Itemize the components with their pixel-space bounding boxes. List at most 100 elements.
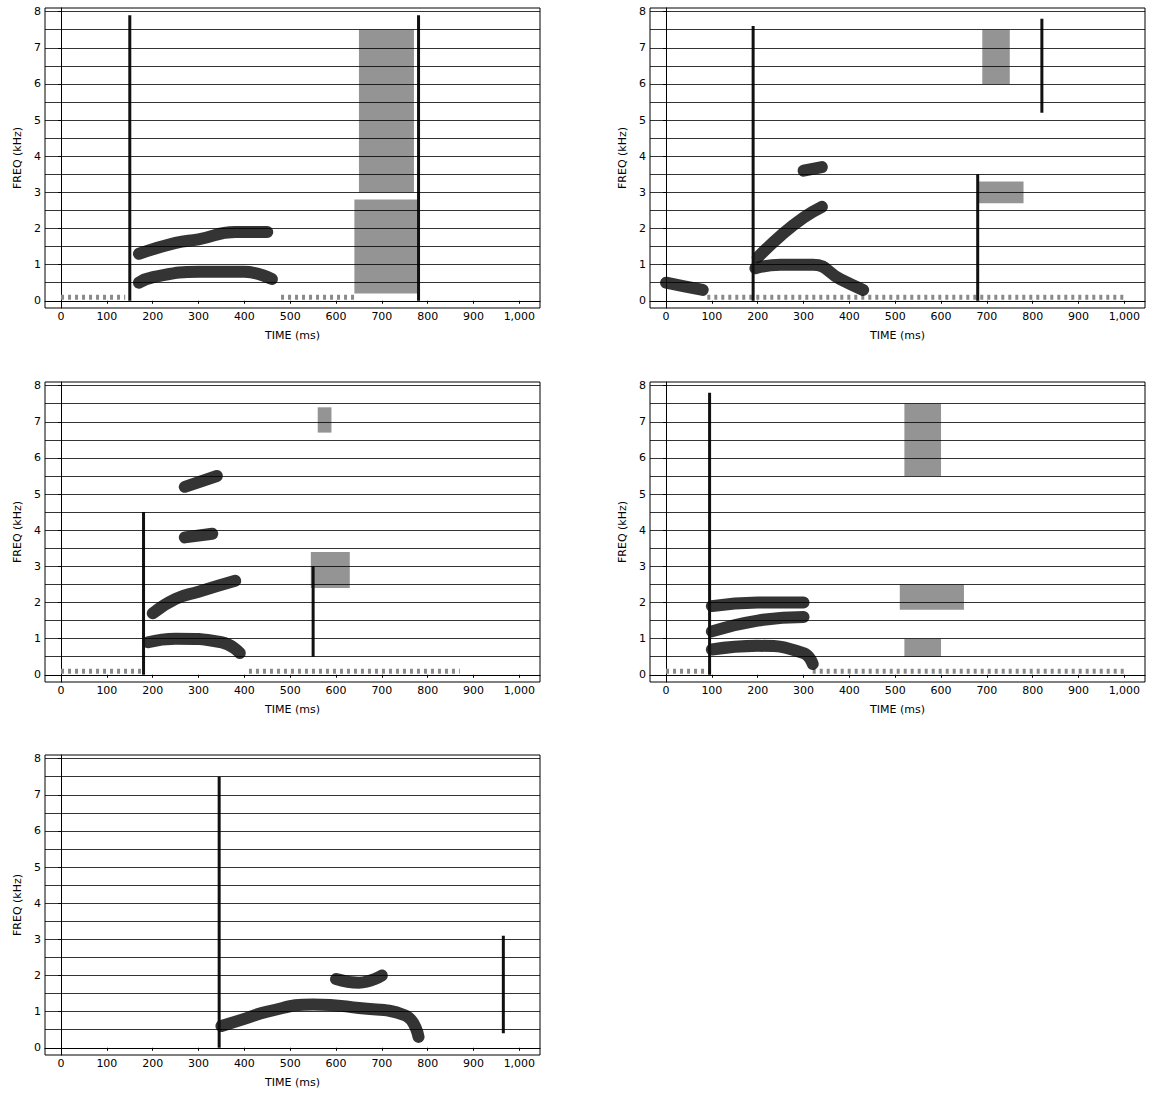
svg-text:5: 5 [34,488,41,501]
svg-text:6: 6 [34,451,41,464]
svg-text:800: 800 [417,684,438,697]
svg-text:4: 4 [639,150,646,163]
svg-text:1,000: 1,000 [504,1057,536,1070]
svg-text:5: 5 [34,861,41,874]
svg-text:8: 8 [34,379,41,392]
svg-text:600: 600 [931,684,952,697]
svg-text:3: 3 [34,933,41,946]
svg-text:4: 4 [639,524,646,537]
svg-text:4: 4 [34,524,41,537]
svg-text:900: 900 [463,310,484,323]
svg-text:0: 0 [58,1057,65,1070]
svg-text:600: 600 [326,310,347,323]
svg-text:8: 8 [34,5,41,18]
svg-text:300: 300 [188,1057,209,1070]
svg-text:700: 700 [976,310,997,323]
svg-text:7: 7 [639,415,646,428]
svg-text:200: 200 [142,1057,163,1070]
svg-text:FREQ (kHz): FREQ (kHz) [616,127,629,189]
svg-text:900: 900 [1068,310,1089,323]
svg-text:0: 0 [663,310,670,323]
svg-text:FREQ (kHz): FREQ (kHz) [11,501,24,563]
svg-text:800: 800 [417,310,438,323]
svg-text:6: 6 [34,77,41,90]
svg-text:400: 400 [234,1057,255,1070]
svg-text:2: 2 [34,222,41,235]
svg-text:100: 100 [96,310,117,323]
svg-text:1,000: 1,000 [504,310,536,323]
svg-text:900: 900 [463,1057,484,1070]
svg-text:TIME (ms): TIME (ms) [264,329,320,342]
svg-text:400: 400 [234,684,255,697]
svg-text:700: 700 [371,684,392,697]
svg-text:1: 1 [639,632,646,645]
svg-text:TIME (ms): TIME (ms) [869,703,925,716]
svg-text:500: 500 [885,310,906,323]
svg-text:0: 0 [58,310,65,323]
svg-text:TIME (ms): TIME (ms) [869,329,925,342]
svg-text:FREQ (kHz): FREQ (kHz) [616,501,629,563]
svg-text:7: 7 [34,41,41,54]
svg-text:600: 600 [931,310,952,323]
svg-text:400: 400 [839,310,860,323]
svg-text:5: 5 [639,488,646,501]
svg-text:2: 2 [639,222,646,235]
svg-text:100: 100 [701,684,722,697]
svg-text:6: 6 [639,77,646,90]
svg-text:8: 8 [34,752,41,765]
svg-text:600: 600 [326,684,347,697]
svg-text:5: 5 [34,114,41,127]
svg-text:100: 100 [96,684,117,697]
svg-text:200: 200 [747,684,768,697]
svg-text:500: 500 [280,310,301,323]
svg-text:8: 8 [639,379,646,392]
svg-text:4: 4 [34,150,41,163]
svg-text:1: 1 [34,258,41,271]
svg-text:300: 300 [188,684,209,697]
svg-text:3: 3 [639,560,646,573]
svg-text:200: 200 [142,310,163,323]
svg-text:4: 4 [34,897,41,910]
svg-text:900: 900 [463,684,484,697]
svg-text:300: 300 [188,310,209,323]
svg-text:1,000: 1,000 [1109,684,1141,697]
svg-text:0: 0 [58,684,65,697]
svg-text:100: 100 [701,310,722,323]
svg-text:6: 6 [639,451,646,464]
svg-text:500: 500 [280,684,301,697]
svg-text:1: 1 [34,632,41,645]
svg-text:TIME (ms): TIME (ms) [264,1076,320,1089]
svg-text:0: 0 [34,668,41,681]
svg-text:2: 2 [34,969,41,982]
svg-text:300: 300 [793,684,814,697]
svg-text:400: 400 [234,310,255,323]
svg-text:400: 400 [839,684,860,697]
svg-text:2: 2 [34,596,41,609]
svg-text:1,000: 1,000 [1109,310,1141,323]
svg-text:500: 500 [280,1057,301,1070]
svg-text:0: 0 [663,684,670,697]
svg-text:7: 7 [639,41,646,54]
svg-text:300: 300 [793,310,814,323]
svg-text:5: 5 [639,114,646,127]
svg-text:800: 800 [1022,684,1043,697]
svg-text:800: 800 [1022,310,1043,323]
svg-text:3: 3 [639,186,646,199]
svg-text:3: 3 [34,560,41,573]
svg-text:1,000: 1,000 [504,684,536,697]
svg-text:800: 800 [417,1057,438,1070]
svg-text:1: 1 [34,1005,41,1018]
svg-text:0: 0 [34,294,41,307]
svg-text:2: 2 [639,596,646,609]
svg-text:FREQ (kHz): FREQ (kHz) [11,127,24,189]
svg-text:700: 700 [371,310,392,323]
svg-text:3: 3 [34,186,41,199]
svg-text:0: 0 [639,668,646,681]
svg-text:6: 6 [34,824,41,837]
svg-text:900: 900 [1068,684,1089,697]
svg-text:500: 500 [885,684,906,697]
svg-text:700: 700 [976,684,997,697]
svg-text:0: 0 [639,294,646,307]
svg-text:200: 200 [747,310,768,323]
svg-text:TIME (ms): TIME (ms) [264,703,320,716]
